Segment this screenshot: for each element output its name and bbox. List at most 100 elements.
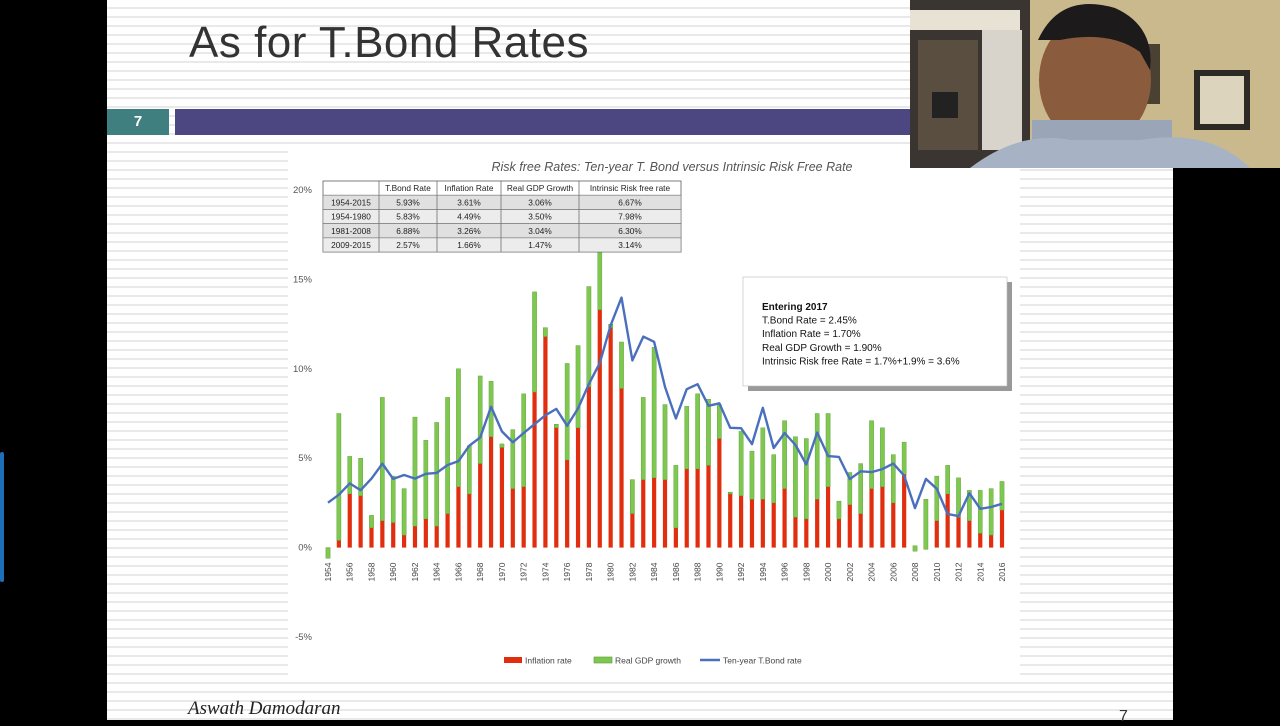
side-panel-handle[interactable] <box>0 452 4 582</box>
x-tick-label: 1970 <box>497 562 507 581</box>
inflation-bar <box>858 513 863 548</box>
inflation-bar <box>673 527 678 548</box>
gdp-bar <box>564 363 570 461</box>
tbond-line-layer <box>327 296 1003 518</box>
inflation-bar <box>662 479 668 548</box>
gdp-bar <box>325 547 331 559</box>
inflation-bar <box>565 459 570 548</box>
x-tick-label: 1980 <box>606 562 616 581</box>
gdp-bar <box>532 291 537 393</box>
gdp-bar <box>553 424 559 429</box>
table-row-bg <box>323 237 681 252</box>
inflation-bar <box>847 504 852 548</box>
inflation-bar <box>934 520 939 548</box>
gdp-bar <box>630 479 635 514</box>
inflation-bar <box>717 438 722 548</box>
gdp-bar <box>390 475 396 523</box>
x-tick-label: 2008 <box>910 562 920 581</box>
tbond-line <box>327 296 1003 518</box>
gdp-bar <box>662 404 668 480</box>
presenter-video[interactable] <box>910 0 1280 168</box>
inflation-bar <box>391 522 396 548</box>
table-row-bg <box>323 223 681 238</box>
annotation-line: T.Bond Rate = 2.45% <box>762 316 857 327</box>
x-tick-label: 1992 <box>736 562 746 581</box>
slide-title: As for T.Bond Rates <box>189 18 589 67</box>
gdp-bar <box>738 431 744 496</box>
table-cell <box>578 237 682 253</box>
inflation-bar <box>836 518 842 548</box>
gdp-bar <box>597 252 603 310</box>
x-tick-label: 1954 <box>323 562 333 581</box>
gdp-bar <box>869 420 874 489</box>
legend-label: Real GDP growth <box>615 656 681 666</box>
inflation-bar <box>619 388 624 548</box>
x-tick-label: 1974 <box>540 562 550 581</box>
legend-swatch <box>504 657 522 663</box>
gdp-bar <box>695 393 700 470</box>
y-tick-label: 0% <box>298 543 312 554</box>
table-value: 1954-1980 <box>331 212 371 222</box>
gdp-bar <box>619 341 624 389</box>
x-tick-label: 2006 <box>888 562 898 581</box>
gdp-bar <box>651 347 657 479</box>
gdp-bar <box>804 438 809 520</box>
gdp-bar <box>901 441 907 475</box>
inflation-bar <box>641 479 646 548</box>
x-tick-label: 1988 <box>693 562 703 581</box>
inflation-bar <box>369 515 374 548</box>
summary-table: T.Bond Rate Inflation Rate Real GDP Growth… <box>322 180 682 253</box>
inflation-bar <box>967 520 972 548</box>
gdp-bar <box>445 397 450 514</box>
y-tick-label: 20% <box>293 185 313 196</box>
gdp-bar <box>369 515 374 529</box>
inflation-bar <box>510 488 515 548</box>
slide-number: 7 <box>107 109 169 135</box>
inflation-bar <box>554 424 559 548</box>
table-value: 3.06% <box>528 197 552 207</box>
inflation-bar <box>804 518 809 548</box>
gdp-bar <box>673 465 679 529</box>
table-header: Inflation Rate <box>445 183 494 193</box>
annotation-line: Inflation Rate = 1.70% <box>762 329 861 340</box>
gdp-bar <box>760 427 766 500</box>
y-tick-label: 5% <box>298 453 312 464</box>
x-tick-label: 1972 <box>519 562 529 581</box>
table-header: T.Bond Rate <box>385 183 431 193</box>
risk-free-rate-chart: Risk free Rates: Ten-year T. Bond versus… <box>293 160 1012 666</box>
inflation-bar <box>684 468 689 548</box>
table-header: Real GDP Growth <box>507 183 574 193</box>
annotation-line: Real GDP Growth = 1.90% <box>762 343 882 354</box>
gdp-bar <box>934 475 940 521</box>
y-tick-label: 15% <box>293 274 313 285</box>
inflation-bar <box>902 474 907 548</box>
inflation-bar <box>695 468 700 548</box>
x-tick-label: 2010 <box>932 562 942 581</box>
page-number-corner: 7 <box>1119 708 1128 725</box>
table-header: Intrinsic Risk free rate <box>590 183 671 193</box>
x-tick-label: 2014 <box>975 562 985 581</box>
inflation-bar <box>706 465 711 548</box>
table-value: 1954-2015 <box>331 197 371 207</box>
x-tick-label: 1984 <box>649 562 659 581</box>
gdp-bar <box>945 465 950 495</box>
inflation-bar <box>488 436 494 548</box>
gdp-bar <box>358 458 363 496</box>
inflation-bar <box>815 499 820 548</box>
gdp-bar <box>510 429 516 489</box>
gdp-bar <box>401 488 407 536</box>
inflation-bar <box>597 309 602 548</box>
inflation-bar <box>521 486 526 548</box>
x-tick-label: 1960 <box>388 562 398 581</box>
x-tick-label: 1964 <box>432 562 442 581</box>
x-tick-label: 1958 <box>366 562 376 581</box>
gdp-bar <box>858 463 863 514</box>
inflation-bar <box>456 486 461 548</box>
gdp-bar <box>434 422 440 527</box>
inflation-bar <box>478 463 483 548</box>
table-value: 3.50% <box>528 212 552 222</box>
inflation-bar <box>423 518 428 548</box>
table-value: 3.26% <box>457 226 481 236</box>
author-footer: Aswath Damodaran <box>188 698 341 719</box>
presenter-webcam-icon <box>910 0 1280 168</box>
